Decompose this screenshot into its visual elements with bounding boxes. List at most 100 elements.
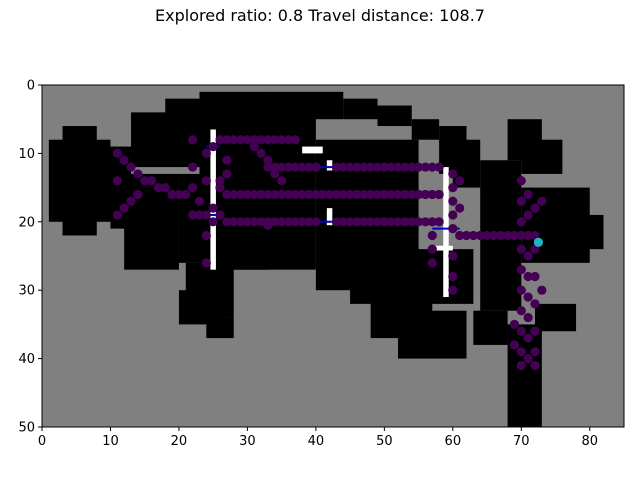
explored-point [537,285,547,295]
explored-point [523,333,533,343]
explored-point [249,217,259,227]
explored-point [338,162,348,172]
explored-points-layer [112,135,547,371]
explored-point [242,189,253,200]
robot-marker [533,237,544,247]
x-tick-label: 40 [308,434,325,449]
explored-point [516,176,526,186]
explored-point [482,230,492,241]
explored-point [448,271,458,282]
explored-point [496,230,506,241]
explored-point [516,244,526,254]
explored-point [270,135,280,145]
explored-point [215,183,225,193]
explored-point [283,135,294,145]
explored-point [366,162,376,172]
explored-point [283,162,294,172]
explored-point [455,230,465,241]
free-space-cell [48,139,111,222]
explored-point [277,135,287,145]
explored-point [530,271,540,282]
explored-point [222,217,232,227]
explored-point [304,217,314,227]
explored-point [393,189,403,200]
y-tick-label: 30 [18,284,35,299]
explored-point [153,183,163,193]
explored-point [263,155,273,165]
explored-point [208,141,218,152]
explored-point [359,217,369,227]
y-tick-label: 10 [18,147,35,162]
explored-point [188,183,198,193]
explored-point [516,196,526,206]
explored-point [297,189,307,200]
explored-point [270,169,280,179]
free-space-cell [124,173,179,270]
axes-frame [41,84,625,428]
explored-point [530,347,540,357]
explored-point [516,306,526,316]
explored-point [215,176,225,186]
explored-point [413,162,424,172]
explored-point [263,189,273,200]
x-tick-label: 30 [239,434,256,449]
explored-point [140,176,150,186]
explored-point [215,135,225,145]
explored-point [338,189,348,200]
explored-point [188,135,198,145]
free-space-cell [398,310,467,359]
explored-point [146,176,157,186]
explored-point [235,135,246,145]
x-tick-label: 10 [102,434,119,449]
explored-point [372,217,383,227]
explored-point [468,230,478,241]
explored-point [297,162,307,172]
explored-point [530,299,540,309]
explored-point [427,217,437,227]
map-layer [42,85,624,427]
explored-point [523,312,533,323]
explored-point [448,169,458,179]
explored-point [503,230,513,241]
explored-point [386,217,396,227]
explored-point [256,217,266,227]
explored-point [523,230,533,241]
explored-point [304,189,314,200]
explored-point [181,189,191,200]
free-space-cell [377,105,412,127]
explored-point [201,210,211,220]
explored-point [229,135,239,145]
explored-point [222,155,232,165]
explored-point [311,162,321,172]
explored-point [256,135,266,145]
explored-point [270,162,280,172]
explored-point [277,162,287,172]
explored-point [372,189,383,200]
explored-point [188,162,198,172]
explored-point [516,326,526,336]
explored-point [455,203,465,213]
explored-point [242,217,253,227]
explored-point [235,189,246,200]
explored-point [215,210,225,220]
explored-point [455,176,465,186]
explored-point [119,155,129,165]
explored-point [194,196,205,206]
obstacle-cell [326,160,333,171]
explored-point [290,135,300,145]
explored-point [283,189,294,200]
free-space-cell [534,303,577,332]
explored-point [386,189,396,200]
explored-point [400,189,410,200]
explored-point [516,347,526,357]
y-tick-label: 0 [27,79,35,94]
explored-point [188,210,198,220]
explored-point [167,189,177,200]
explored-point [427,244,437,254]
explored-point [413,217,424,227]
explored-point [475,230,485,241]
x-tick-label: 80 [581,434,598,449]
explored-point [256,148,266,158]
explored-point [352,189,362,200]
x-tick-label: 70 [513,434,530,449]
